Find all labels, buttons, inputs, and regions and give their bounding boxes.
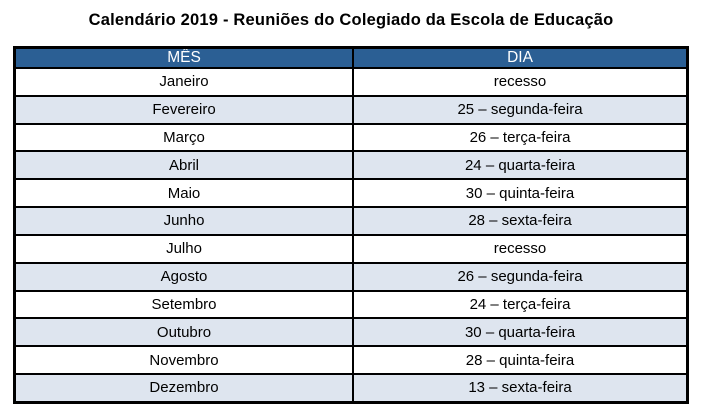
- day-cell: 26 – segunda-feira: [352, 261, 689, 292]
- day-cell: 28 – quinta-feira: [352, 345, 689, 375]
- table-row: Março 26 – terça-feira: [13, 122, 689, 153]
- page-title: Calendário 2019 - Reuniões do Colegiado …: [88, 11, 614, 29]
- month-cell: Março: [13, 122, 355, 153]
- header-cell-dia: DIA: [352, 46, 689, 69]
- day-cell: 24 – quarta-feira: [352, 150, 689, 181]
- month-cell: Maio: [13, 178, 355, 209]
- day-cell: 26 – terça-feira: [352, 122, 689, 153]
- month-cell: Junho: [13, 206, 355, 236]
- calendar-table: MÊS DIA Janeiro recesso Fevereiro 25 – s…: [13, 46, 689, 404]
- day-cell: 30 – quarta-feira: [352, 317, 689, 348]
- header-cell-mes: MÊS: [13, 46, 355, 69]
- month-cell: Janeiro: [13, 67, 355, 97]
- month-cell: Dezembro: [13, 372, 355, 404]
- table-row: Dezembro 13 – sexta-feira: [13, 372, 689, 404]
- table-row: Agosto 26 – segunda-feira: [13, 261, 689, 292]
- table-row: Outubro 30 – quarta-feira: [13, 317, 689, 348]
- month-cell: Fevereiro: [13, 94, 355, 125]
- day-cell: 24 – terça-feira: [352, 289, 689, 320]
- table-row: Julho recesso: [13, 233, 689, 264]
- table-header-row: MÊS DIA: [13, 46, 689, 69]
- day-cell: 30 – quinta-feira: [352, 178, 689, 209]
- month-cell: Novembro: [13, 345, 355, 375]
- table-row: Novembro 28 – quinta-feira: [13, 345, 689, 375]
- table-row: Setembro 24 – terça-feira: [13, 289, 689, 320]
- table-row: Maio 30 – quinta-feira: [13, 178, 689, 209]
- day-cell: 13 – sexta-feira: [352, 372, 689, 404]
- day-cell: recesso: [352, 233, 689, 264]
- day-cell: recesso: [352, 67, 689, 97]
- day-cell: 28 – sexta-feira: [352, 206, 689, 236]
- table-row: Abril 24 – quarta-feira: [13, 150, 689, 181]
- month-cell: Setembro: [13, 289, 355, 320]
- table-row: Fevereiro 25 – segunda-feira: [13, 94, 689, 125]
- month-cell: Abril: [13, 150, 355, 181]
- month-cell: Outubro: [13, 317, 355, 348]
- table-row: Junho 28 – sexta-feira: [13, 206, 689, 236]
- table-row: Janeiro recesso: [13, 67, 689, 97]
- day-cell: 25 – segunda-feira: [352, 94, 689, 125]
- month-cell: Agosto: [13, 261, 355, 292]
- month-cell: Julho: [13, 233, 355, 264]
